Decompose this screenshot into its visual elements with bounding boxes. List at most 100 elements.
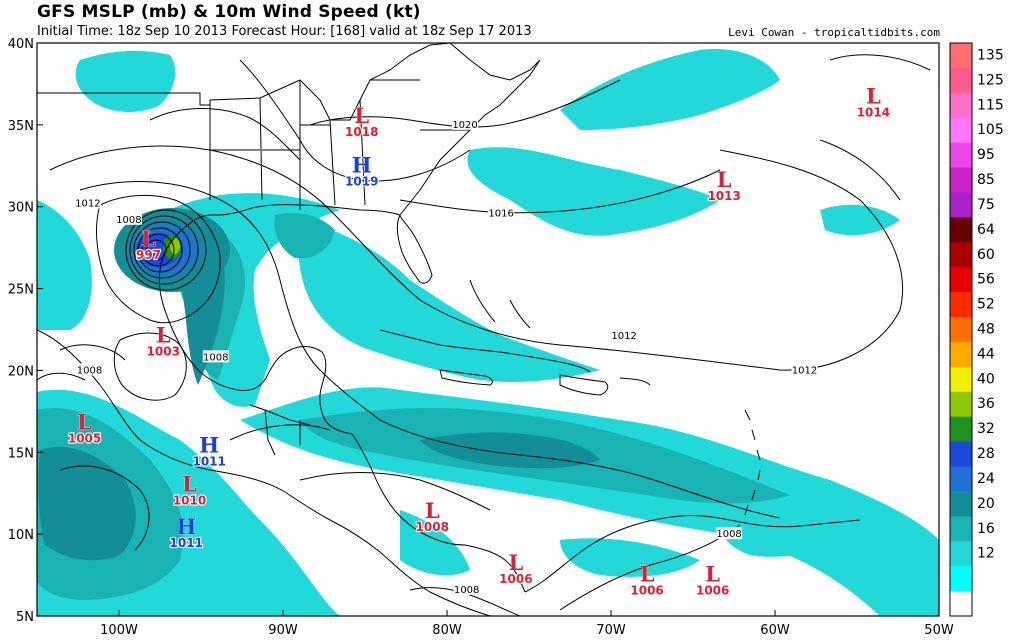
colorbar-segment — [950, 591, 972, 617]
lon-tick-label: 80W — [432, 623, 462, 638]
isobar-label: 1008 — [454, 585, 479, 596]
colorbar-label: 36 — [977, 396, 995, 412]
colorbar-segment — [950, 516, 972, 542]
low-pressure-symbol: L — [508, 550, 523, 575]
colorbar-segment — [950, 292, 972, 318]
isobar-label-bg — [791, 363, 818, 376]
pressure-value: 997 — [136, 248, 161, 262]
colorbar-segment — [950, 43, 972, 69]
colorbar-label: 28 — [977, 446, 995, 462]
colorbar-label: 20 — [977, 496, 995, 512]
isobar-label: 1020 — [452, 120, 477, 131]
colorbar-label: 48 — [977, 322, 995, 338]
pressure-value: 1011 — [170, 536, 203, 550]
high-pressure-symbol: H — [352, 152, 372, 177]
low-pressure-symbol: L — [717, 167, 732, 192]
pressure-value: 1013 — [707, 189, 740, 203]
lat-tick-label: 40N — [8, 37, 34, 52]
colorbar-label: 56 — [977, 272, 995, 288]
low-pressure-symbol: L — [354, 103, 369, 128]
colorbar-segment — [950, 566, 972, 592]
wind-speed-shading — [37, 49, 939, 616]
lat-tick-label: 5N — [16, 610, 34, 625]
isobar-label-bg — [453, 582, 480, 595]
lon-tick-label: 70W — [596, 623, 626, 638]
colorbar-segment — [950, 541, 972, 567]
lat-tick-label: 10N — [8, 528, 34, 543]
colorbar-segment — [950, 441, 972, 468]
lat-tick-label: 20N — [8, 364, 34, 379]
low-pressure-symbol: L — [141, 226, 156, 251]
colorbar-segment — [950, 341, 972, 368]
colorbar-label: 85 — [977, 172, 995, 188]
low-pressure-symbol: L — [866, 84, 881, 109]
pressure-value: 1005 — [68, 431, 101, 445]
lat-tick-label: 25N — [8, 283, 34, 298]
colorbar-label: 125 — [977, 72, 1004, 88]
pressure-value: 1008 — [416, 520, 449, 534]
pressure-value: 1003 — [147, 345, 180, 359]
lon-tick-label: 100W — [100, 623, 138, 638]
colorbar-label: 12 — [977, 546, 995, 562]
colorbar-frame — [949, 42, 973, 617]
colorbar-label: 32 — [977, 421, 995, 437]
low-pressure-symbol: L — [425, 498, 440, 523]
coastlines — [37, 43, 861, 616]
colorbar-segment — [950, 117, 972, 144]
isobar-label: 1008 — [77, 365, 102, 376]
pressure-value: 1014 — [857, 106, 890, 120]
colorbar-label: 75 — [977, 197, 995, 213]
colorbar-label: 52 — [977, 297, 995, 313]
map-credit: Levi Cowan - tropicaltidbits.com — [728, 26, 940, 39]
isobar-label-bg — [452, 117, 479, 130]
lon-tick-label: 90W — [268, 623, 298, 638]
colorbar-label: 95 — [977, 147, 995, 163]
lat-tick-label: 15N — [8, 446, 34, 461]
isobar-label: 1008 — [716, 529, 741, 540]
colorbar-label: 135 — [977, 47, 1004, 63]
colorbar-segment — [950, 142, 972, 169]
colorbar-label: 40 — [977, 371, 995, 387]
lon-tick-label: 60W — [760, 623, 790, 638]
colorbar-label: 115 — [977, 97, 1004, 113]
colorbar-label: 60 — [977, 247, 995, 263]
high-pressure-symbol: H — [199, 432, 219, 457]
isobar-label-bg — [488, 206, 515, 219]
pressure-value: 1006 — [630, 584, 663, 598]
isobar-label-bg — [74, 196, 101, 209]
isobar-label: 1012 — [611, 331, 636, 342]
pressure-value: 1006 — [696, 584, 729, 598]
colorbar-label: 105 — [977, 122, 1004, 138]
pressure-value: 1010 — [173, 494, 206, 508]
colorbar: 135 125 115 105 95 85 75 64 60 56 52 48 44 40 36 32 28 24… — [949, 42, 1004, 617]
map-subtitle: Initial Time: 18z Sep 10 2013 Forecast H… — [37, 24, 532, 39]
isobar-label: 1008 — [116, 215, 141, 226]
colorbar-label: 16 — [977, 521, 995, 537]
low-pressure-symbol: L — [156, 323, 171, 348]
lat-tick-label: 35N — [8, 119, 34, 134]
colorbar-segment — [950, 92, 972, 119]
isobar-label: 1008 — [203, 352, 228, 363]
low-pressure-symbol: L — [705, 562, 720, 587]
isobar-label: 1012 — [792, 365, 817, 376]
low-pressure-symbol: L — [77, 409, 92, 434]
low-pressure-symbol: L — [182, 472, 197, 497]
isobar-label-bg — [115, 212, 142, 225]
colorbar-label: 64 — [977, 222, 995, 238]
colorbar-segment — [950, 167, 972, 193]
isobar-label-bg — [76, 363, 103, 376]
colorbar-segment — [950, 366, 972, 393]
colorbar-label: 24 — [977, 471, 995, 487]
axis-ticks: 40N 35N 30N 25N 20N 15N 10N 5N 100W 90W 80W 70W 60W 5… — [8, 37, 954, 638]
pressure-value: 1019 — [345, 174, 378, 188]
isobar-label-bg — [716, 527, 743, 540]
colorbar-segment — [950, 192, 972, 218]
colorbar-segment — [950, 466, 972, 492]
isobar-label: 1016 — [488, 208, 513, 219]
map-title: GFS MSLP (mb) & 10m Wind Speed (kt) — [37, 2, 421, 22]
isobar-label-bg — [202, 350, 229, 363]
isobar-label: 1012 — [75, 198, 100, 209]
low-pressure-symbol: L — [640, 562, 655, 587]
colorbar-segment — [950, 242, 972, 268]
